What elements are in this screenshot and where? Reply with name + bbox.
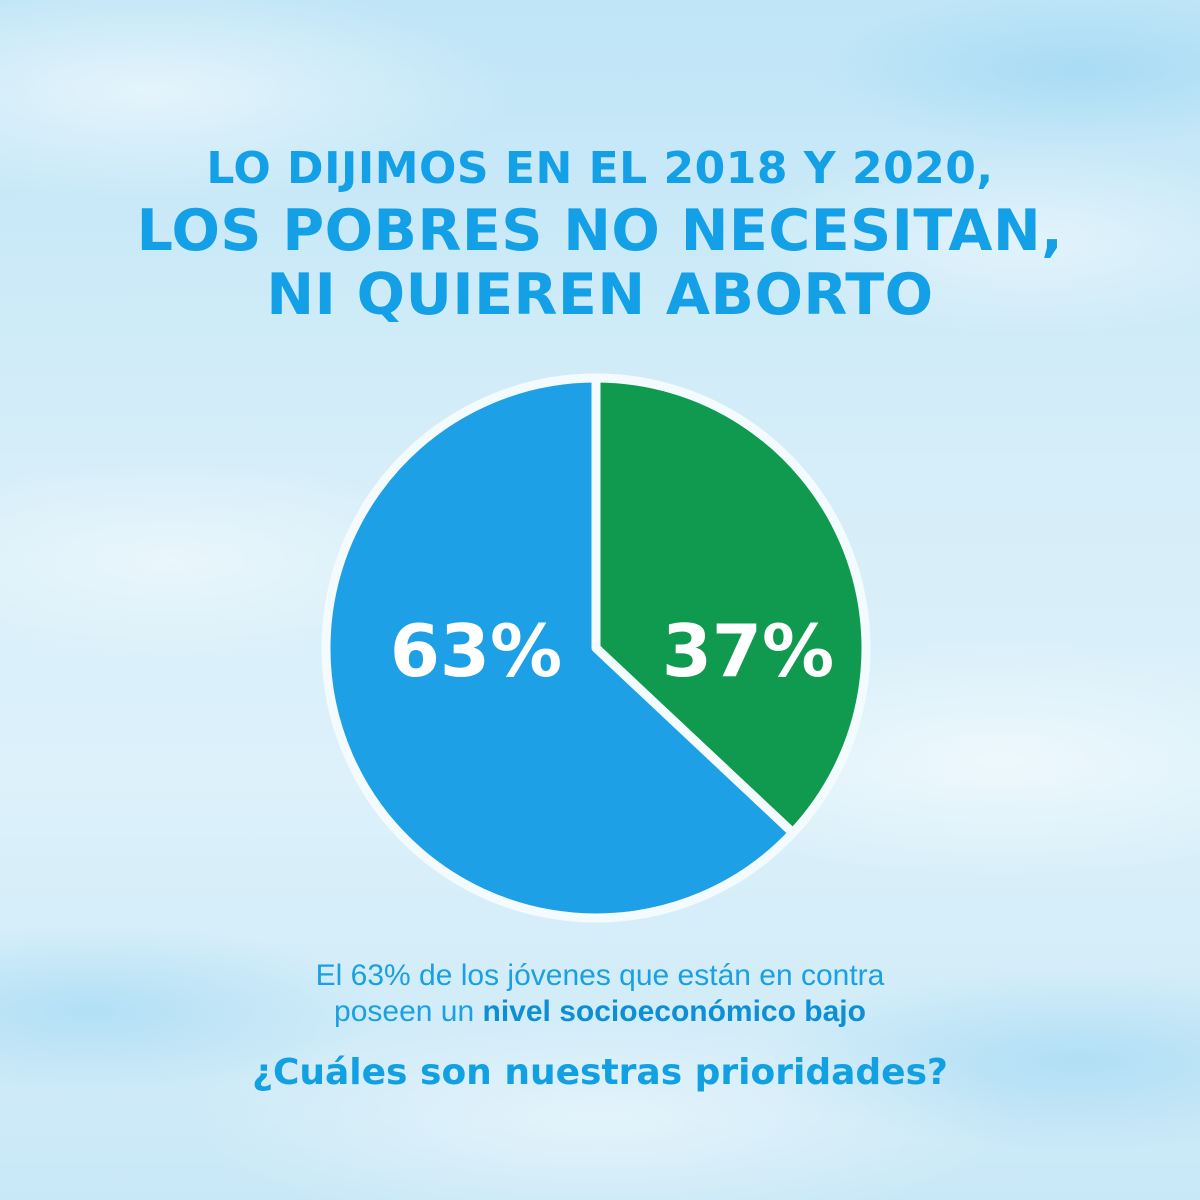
pie-slice-63 (321, 373, 798, 923)
caption-prefix: poseen un (334, 995, 483, 1028)
title-line-1: LO DIJIMOS EN EL 2018 Y 2020, (206, 143, 994, 194)
pie-labels: 63% 37% (390, 609, 834, 693)
pie-label-37: 37% (662, 609, 834, 693)
question-text: ¿Cuáles son nuestras prioridades? (252, 1052, 948, 1093)
pie-slice-37 (591, 373, 871, 838)
pie-slices (321, 373, 871, 923)
caption-line-1: El 63% de los jóvenes que están en contr… (315, 959, 885, 992)
title-line-3: NI QUIEREN ABORTO (266, 262, 934, 328)
title-line-2: LOS POBRES NO NECESITAN, (136, 198, 1064, 264)
caption-line-2: poseen un nivel socioeconómico bajo (0, 994, 1200, 1030)
caption-bold-text: nivel socioeconómico bajo (482, 995, 866, 1028)
pie-label-63: 63% (390, 609, 562, 693)
